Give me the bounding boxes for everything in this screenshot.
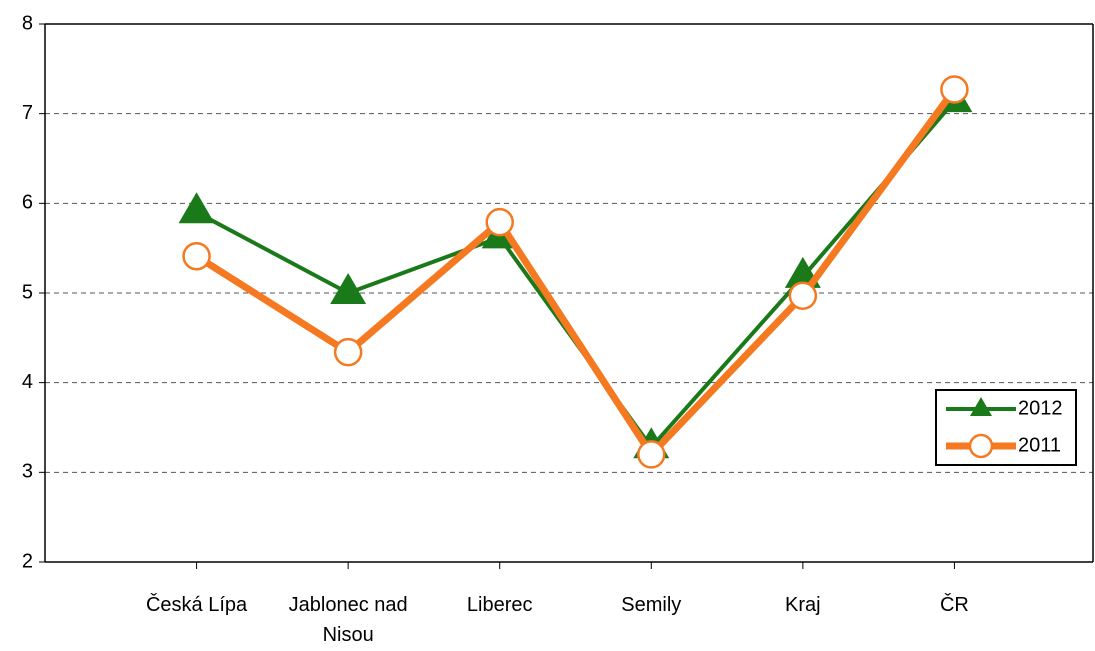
x-tick-label: Kraj [785, 594, 821, 616]
point [637, 440, 666, 469]
series-line [194, 87, 958, 458]
point [333, 337, 363, 367]
series-line [195, 99, 956, 450]
legend-marker [970, 397, 992, 416]
y-tick-label: 3 [22, 461, 33, 483]
y-tick-label: 8 [22, 12, 33, 34]
point [182, 241, 211, 271]
x-tick-label: Česká Lípa [145, 594, 248, 616]
x-tick-label: Liberec [466, 594, 533, 616]
point [788, 281, 818, 310]
y-tick-label: 4 [22, 371, 33, 393]
point [178, 192, 215, 224]
legend-box [935, 389, 1077, 466]
legend-label: 2012 [1018, 397, 1063, 419]
y-tick-label: 6 [22, 192, 33, 214]
legend-marker [968, 433, 994, 459]
point [485, 207, 514, 237]
legend-label: 2011 [1018, 434, 1061, 456]
point [330, 273, 367, 304]
y-tick-label: 7 [22, 102, 33, 124]
x-tick-label: Jablonec nad Nisou [288, 594, 408, 646]
x-tick-label: Semily [621, 594, 682, 616]
x-tick-label: ČR [939, 594, 969, 616]
y-tick-label: 5 [22, 281, 33, 303]
point [940, 75, 969, 104]
y-tick-label: 2 [22, 550, 33, 572]
